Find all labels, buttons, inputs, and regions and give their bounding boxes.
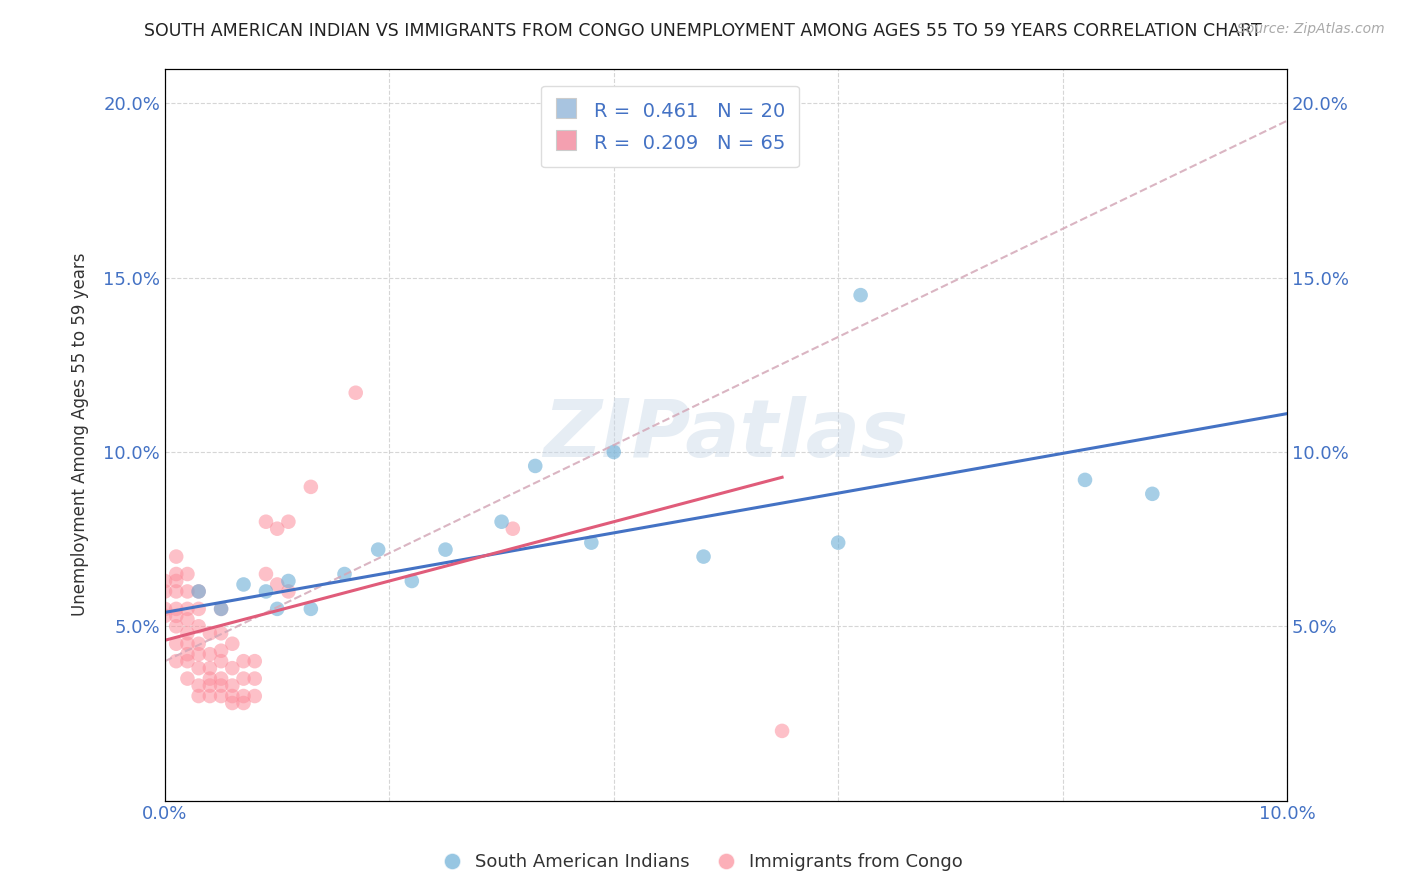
Point (232, 696, 254, 710)
Point (187, 619, 209, 633)
Point (221, 637, 243, 651)
Point (198, 689, 221, 703)
Point (176, 567, 198, 582)
Point (221, 679, 243, 693)
Point (165, 654, 187, 668)
Point (502, 522, 524, 536)
Point (176, 672, 198, 686)
Point (367, 542, 389, 557)
Point (603, 445, 626, 459)
Point (344, 385, 367, 400)
Point (187, 584, 209, 599)
Point (187, 661, 209, 675)
Point (243, 672, 266, 686)
Text: Source: ZipAtlas.com: Source: ZipAtlas.com (1237, 22, 1385, 37)
Point (581, 535, 603, 549)
Point (165, 549, 187, 564)
Point (254, 515, 277, 529)
Point (266, 602, 288, 616)
Point (243, 654, 266, 668)
Point (209, 672, 232, 686)
Point (187, 647, 209, 661)
Point (299, 602, 322, 616)
Point (187, 679, 209, 693)
Point (232, 672, 254, 686)
Point (1142, 487, 1164, 501)
Point (209, 689, 232, 703)
Point (153, 602, 176, 616)
Point (277, 584, 299, 599)
Legend: South American Indians, Immigrants from Congo: South American Indians, Immigrants from … (436, 847, 970, 879)
Point (165, 584, 187, 599)
Point (176, 654, 198, 668)
Point (209, 654, 232, 668)
Point (209, 602, 232, 616)
Point (209, 679, 232, 693)
Point (333, 567, 356, 582)
Point (176, 637, 198, 651)
Point (243, 689, 266, 703)
Point (165, 574, 187, 588)
Point (434, 542, 457, 557)
Point (221, 689, 243, 703)
Point (277, 515, 299, 529)
Point (232, 689, 254, 703)
Point (187, 584, 209, 599)
Legend: R =  0.461   N = 20, R =  0.209   N = 65: R = 0.461 N = 20, R = 0.209 N = 65 (541, 86, 799, 168)
Point (198, 661, 221, 675)
Point (209, 602, 232, 616)
Point (266, 522, 288, 536)
Point (221, 661, 243, 675)
Point (165, 637, 187, 651)
Point (176, 626, 198, 640)
Point (198, 626, 221, 640)
Point (524, 458, 547, 473)
Point (187, 689, 209, 703)
Point (254, 567, 277, 582)
Point (198, 647, 221, 661)
Point (209, 643, 232, 657)
Point (221, 696, 243, 710)
Point (849, 288, 872, 302)
Point (692, 549, 714, 564)
Point (277, 574, 299, 588)
Point (254, 584, 277, 599)
Point (165, 567, 187, 582)
Point (770, 723, 793, 738)
Point (187, 602, 209, 616)
Y-axis label: Unemployment Among Ages 55 to 59 years: Unemployment Among Ages 55 to 59 years (72, 252, 89, 616)
Point (198, 679, 221, 693)
Point (827, 535, 849, 549)
Point (187, 637, 209, 651)
Point (401, 574, 423, 588)
Point (153, 584, 176, 599)
Point (176, 584, 198, 599)
Point (165, 608, 187, 623)
Point (165, 619, 187, 633)
Point (266, 577, 288, 591)
Point (165, 602, 187, 616)
Point (198, 672, 221, 686)
Point (176, 647, 198, 661)
Text: SOUTH AMERICAN INDIAN VS IMMIGRANTS FROM CONGO UNEMPLOYMENT AMONG AGES 55 TO 59 : SOUTH AMERICAN INDIAN VS IMMIGRANTS FROM… (145, 22, 1261, 40)
Point (153, 574, 176, 588)
Point (1074, 473, 1097, 487)
Point (232, 577, 254, 591)
Point (491, 515, 513, 529)
Text: ZIPatlas: ZIPatlas (544, 395, 908, 474)
Point (153, 608, 176, 623)
Point (176, 612, 198, 626)
Point (209, 626, 232, 640)
Point (232, 654, 254, 668)
Point (176, 602, 198, 616)
Point (299, 480, 322, 494)
